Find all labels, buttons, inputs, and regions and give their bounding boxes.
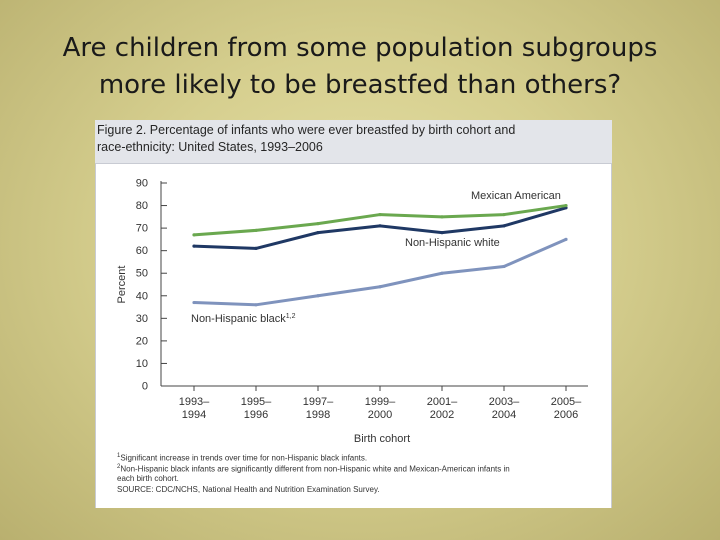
data-point-mexican-american-5 xyxy=(502,212,506,217)
x-tick-label-4-line-2: 2002 xyxy=(430,409,454,421)
data-point-non-hispanic-white-2 xyxy=(316,231,320,235)
source-note: SOURCE: CDC/NCHS, National Health and Nu… xyxy=(117,485,380,494)
data-point-mexican-american-6 xyxy=(564,203,568,208)
data-point-non-hispanic-black-4 xyxy=(440,271,444,275)
slide-title-line-2: more likely to be breastfed than others? xyxy=(98,70,622,100)
figure-title-line-2: race-ethnicity: United States, 1993–2006 xyxy=(97,140,323,154)
data-point-non-hispanic-white-0 xyxy=(192,244,196,248)
figure-header: Figure 2. Percentage of infants who were… xyxy=(95,120,612,164)
x-tick-label-0-line-2: 1994 xyxy=(182,409,206,421)
x-tick-label-1-line-2: 1996 xyxy=(244,409,268,421)
series-label-superscript: 1,2 xyxy=(286,313,296,320)
x-tick-label-2-line-1: 1997– xyxy=(303,396,334,408)
x-tick-label-0-line-1: 1993– xyxy=(179,396,210,408)
y-tick-label-10: 10 xyxy=(136,358,148,370)
x-tick-label-6-line-1: 2005– xyxy=(551,396,582,408)
y-tick-label-40: 40 xyxy=(136,290,148,302)
data-point-mexican-american-1 xyxy=(254,228,258,232)
data-point-non-hispanic-black-1 xyxy=(254,303,258,307)
x-tick-label-4-line-1: 2001– xyxy=(427,396,458,408)
series-line-mexican-american xyxy=(193,204,567,237)
series-label-non-hispanic-white: Non-Hispanic white xyxy=(405,237,500,249)
data-point-mexican-american-0 xyxy=(192,233,196,237)
slide-title: Are children from some population subgro… xyxy=(30,30,690,104)
plot-frame: 0 10 20 30 40 50 60 70 80 90 1993– 1994 1995– 1996 199… xyxy=(95,163,612,508)
series-label-non-hispanic-black: Non-Hispanic black1,2 xyxy=(191,313,296,325)
data-point-non-hispanic-black-2 xyxy=(316,294,320,298)
footnote-2-text: Non-Hispanic black infants are significa… xyxy=(120,464,510,474)
data-point-mexican-american-2 xyxy=(316,222,320,226)
x-tick-label-3-line-1: 1999– xyxy=(365,396,396,408)
footnote-1-mark: 1 xyxy=(117,453,121,459)
data-point-mexican-american-3 xyxy=(378,212,382,217)
y-axis-title: Percent xyxy=(116,266,128,304)
data-point-mexican-american-4 xyxy=(440,215,444,219)
figure-title: Figure 2. Percentage of infants who were… xyxy=(97,122,607,156)
x-tick-label-6-line-2: 2006 xyxy=(554,409,578,421)
x-tick-label-5-line-2: 2004 xyxy=(492,409,516,421)
data-point-non-hispanic-white-3 xyxy=(378,224,382,228)
data-point-non-hispanic-black-0 xyxy=(192,300,196,305)
y-tick-label-60: 60 xyxy=(136,245,148,257)
footnote-1: 1Significant increase in trends over tim… xyxy=(117,451,597,464)
breastfeeding-line-chart: 0 10 20 30 40 50 60 70 80 90 1993–1994 1995–1996 199… xyxy=(116,178,588,445)
y-tick-label-0: 0 xyxy=(142,381,148,393)
data-point-non-hispanic-black-5 xyxy=(502,264,506,269)
y-tick-label-80: 80 xyxy=(136,200,148,212)
y-tick-label-30: 30 xyxy=(136,313,148,325)
footnote-1-text: Significant increase in trends over time… xyxy=(120,453,368,463)
footnote-2-continued: each birth cohort. xyxy=(117,474,179,483)
figure-panel: Figure 2. Percentage of infants who were… xyxy=(95,120,612,508)
x-tick-label-5-line-1: 2003– xyxy=(489,396,520,408)
data-point-non-hispanic-black-6 xyxy=(564,237,568,241)
x-tick-label-3-line-2: 2000 xyxy=(368,409,392,421)
data-point-non-hispanic-white-5 xyxy=(502,224,506,228)
data-point-non-hispanic-white-4 xyxy=(440,231,444,235)
y-tick-label-50: 50 xyxy=(136,268,148,280)
y-tick-label-90: 90 xyxy=(136,178,148,190)
data-point-non-hispanic-black-3 xyxy=(378,285,382,289)
y-tick-label-70: 70 xyxy=(136,223,148,235)
x-axis-title: Birth cohort xyxy=(354,433,410,445)
x-tick-label-2-line-2: 1998 xyxy=(306,409,330,421)
series-label-mexican-american: Mexican American xyxy=(471,190,561,202)
x-tick-label-1-line-1: 1995– xyxy=(241,396,272,408)
footnote-2: 2Non-Hispanic black infants are signific… xyxy=(117,462,597,475)
y-tick-label-20: 20 xyxy=(136,335,148,347)
figure-title-line-1: Figure 2. Percentage of infants who were… xyxy=(97,123,516,137)
footnote-2-mark: 2 xyxy=(117,464,121,470)
data-point-non-hispanic-white-1 xyxy=(254,246,258,251)
slide-title-line-1: Are children from some population subgro… xyxy=(62,33,658,63)
